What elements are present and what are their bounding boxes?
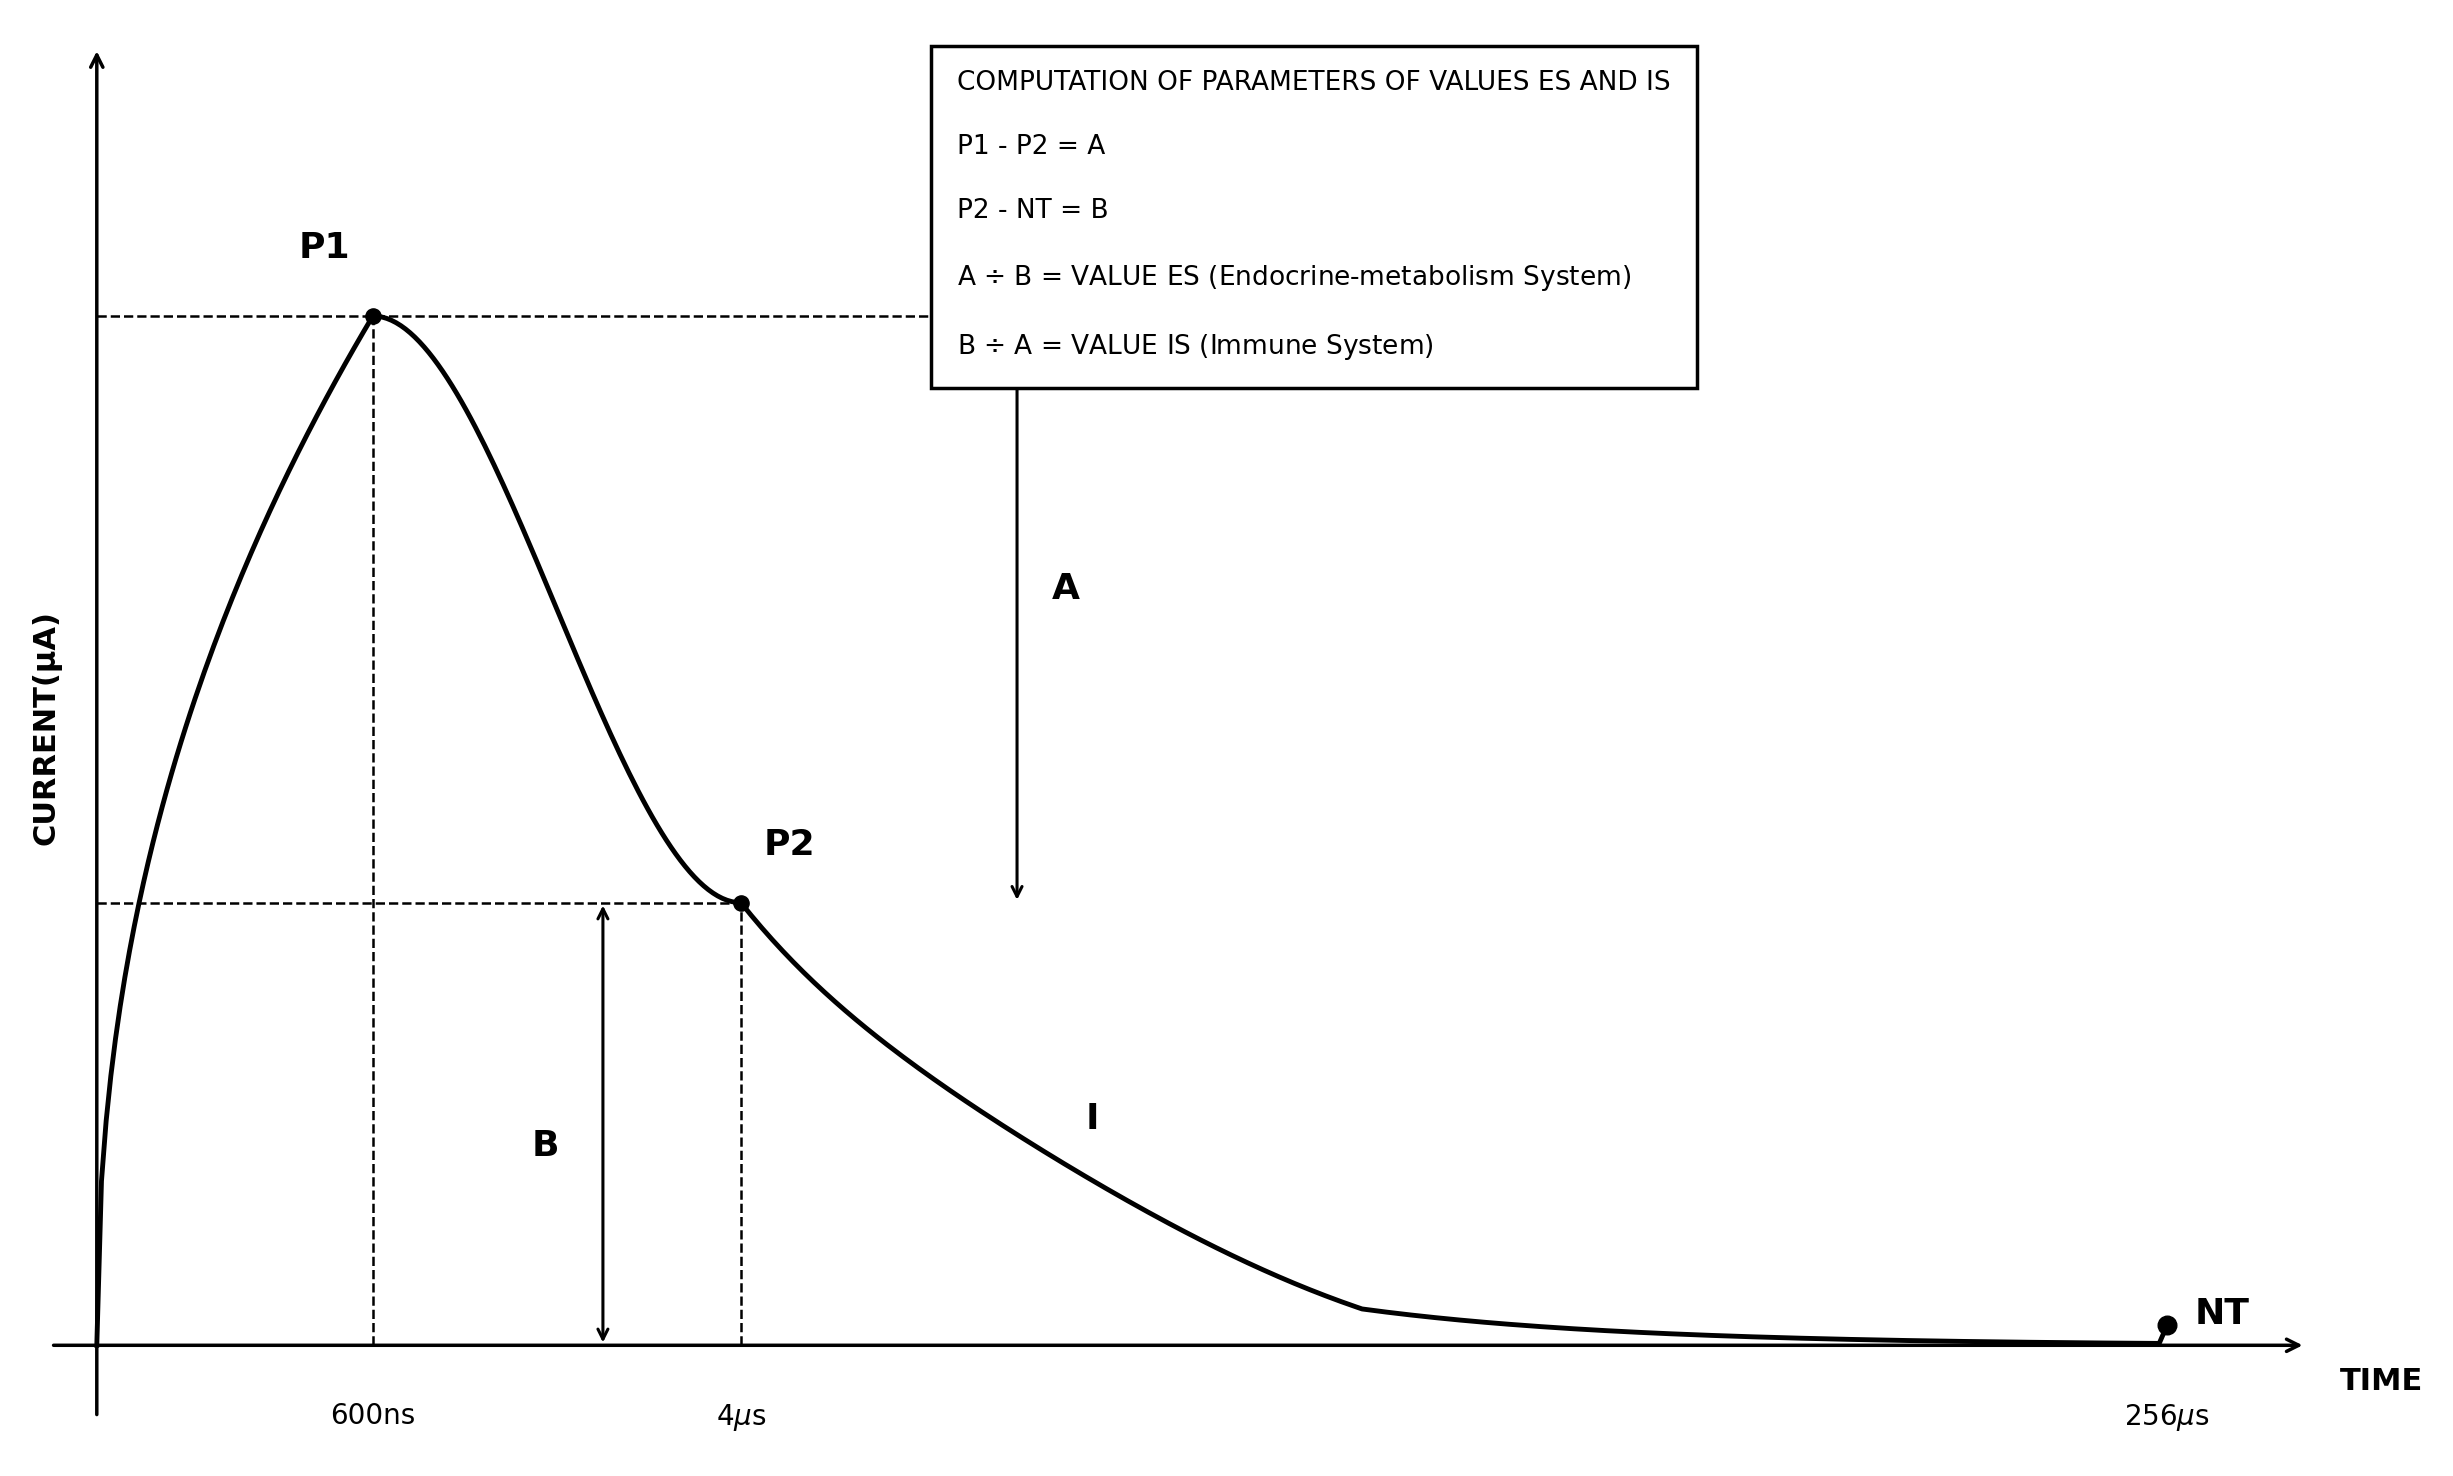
Point [721,892,760,915]
Text: TIME: TIME [2340,1367,2424,1396]
Text: B: B [532,1129,559,1163]
Text: I: I [1087,1103,1099,1137]
Text: 600ns: 600ns [331,1402,415,1430]
Text: A: A [1052,571,1079,605]
Text: 256$\mu$s: 256$\mu$s [2124,1402,2210,1433]
Text: NT: NT [2195,1297,2249,1331]
Text: P2: P2 [763,828,814,862]
Text: P1: P1 [299,230,351,264]
Point [353,304,392,328]
Text: CURRENT(μA): CURRENT(μA) [32,610,61,846]
Text: 4$\mu$s: 4$\mu$s [716,1402,765,1433]
Point [2149,1312,2188,1336]
Text: COMPUTATION OF PARAMETERS OF VALUES ES AND IS

P1 - P2 = A

P2 - NT = B

A $\div: COMPUTATION OF PARAMETERS OF VALUES ES A… [957,71,1670,362]
